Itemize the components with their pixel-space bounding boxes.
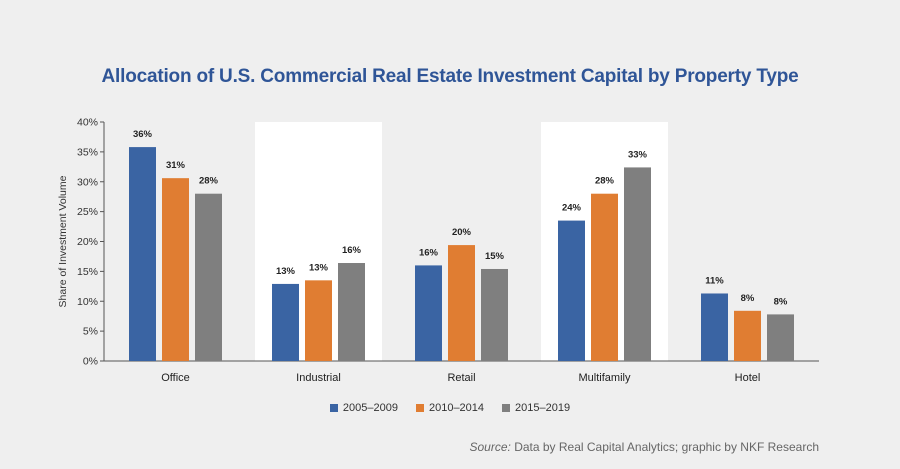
legend-item-2015-2019: 2015–2019 <box>502 402 570 414</box>
bar-multifamily-series-1 <box>591 193 618 361</box>
source-label: Source: <box>469 440 511 454</box>
data-label: 33% <box>628 149 648 160</box>
data-label: 28% <box>199 176 219 187</box>
bar-industrial-series-0 <box>272 283 299 361</box>
y-tick-label: 5% <box>83 326 98 338</box>
legend-swatch <box>502 404 511 412</box>
y-tick-label: 0% <box>83 356 98 368</box>
data-label: 11% <box>705 275 724 286</box>
chart-title: Allocation of U.S. Commercial Real Estat… <box>101 66 799 87</box>
bar-multifamily-series-0 <box>558 220 585 361</box>
data-label: 28% <box>595 176 615 187</box>
x-category-label: Multifamily <box>579 372 631 384</box>
data-label: 16% <box>342 245 362 256</box>
legend-label: 2015–2019 <box>515 402 571 414</box>
y-tick-label: 40% <box>77 117 98 129</box>
data-label: 13% <box>276 266 296 277</box>
legend-label: 2005–2009 <box>342 402 398 414</box>
data-label: 16% <box>419 247 439 258</box>
data-label: 36% <box>133 129 153 140</box>
source-text: Data by Real Capital Analytics; graphic … <box>514 440 819 454</box>
legend: 2005–2009 2010–2014 2015–2019 <box>0 402 900 414</box>
data-label: 13% <box>309 262 329 273</box>
legend-swatch <box>415 404 424 412</box>
data-label: 20% <box>452 227 472 238</box>
x-category-label: Retail <box>447 372 475 384</box>
bar-office-series-0 <box>129 147 156 361</box>
data-label: 24% <box>562 203 582 214</box>
bar-retail-series-1 <box>448 245 475 361</box>
bar-office-series-1 <box>162 178 189 361</box>
bar-hotel-series-2 <box>767 314 794 361</box>
y-tick-label: 15% <box>77 266 98 278</box>
y-tick-label: 25% <box>77 206 98 218</box>
y-tick-label: 30% <box>77 176 98 188</box>
bar-hotel-series-0 <box>701 293 728 361</box>
data-label: 15% <box>485 251 505 262</box>
data-label: 31% <box>166 160 186 171</box>
bar-retail-series-0 <box>415 265 442 361</box>
y-tick-label: 10% <box>77 296 98 308</box>
data-label: 8% <box>741 293 755 304</box>
legend-label: 2010–2014 <box>428 402 485 414</box>
x-category-label: Office <box>161 372 190 384</box>
bar-retail-series-2 <box>481 268 508 361</box>
legend-swatch <box>329 404 338 412</box>
x-category-label: Hotel <box>735 372 761 384</box>
data-label: 8% <box>774 296 788 307</box>
legend-item-2010-2014: 2010–2014 <box>415 402 485 414</box>
y-axis-title: Share of Investment Volume <box>57 175 69 307</box>
bar-office-series-2 <box>195 193 222 361</box>
bar-industrial-series-1 <box>305 280 332 361</box>
bar-hotel-series-1 <box>734 310 761 361</box>
x-category-label: Industrial <box>296 372 341 384</box>
bar-multifamily-series-2 <box>624 167 651 361</box>
y-tick-label: 35% <box>77 146 98 158</box>
legend-item-2005-2009: 2005–2009 <box>329 402 398 414</box>
y-tick-label: 20% <box>77 236 98 248</box>
bar-industrial-series-2 <box>338 263 365 361</box>
source-note: Source: Data by Real Capital Analytics; … <box>469 440 819 454</box>
